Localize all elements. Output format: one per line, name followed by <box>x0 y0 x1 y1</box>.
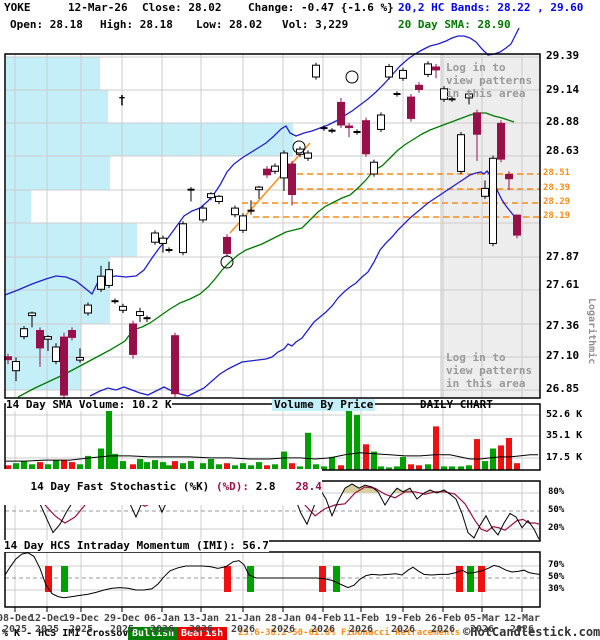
price-axis-label: 26.85 <box>546 382 580 395</box>
svg-text:†: † <box>118 93 125 107</box>
stochastic-panel-title: 14 Day Fast Stochastic (%K) (%D): 2.8 28… <box>4 469 322 506</box>
price-axis-label: 27.36 <box>546 319 580 332</box>
bullish-badge: Bullish <box>128 627 179 640</box>
date-axis-label: 28-Jan <box>264 613 302 624</box>
price-axis-label: 28.63 <box>546 144 580 157</box>
login-overlay-text[interactable]: view patterns <box>446 74 533 87</box>
login-overlay-text[interactable]: Log in to <box>446 61 506 74</box>
quote-date: 12-Mar-26 <box>68 1 128 14</box>
symbol-label: YOKE <box>4 1 31 14</box>
price-axis-label: 28.88 <box>546 115 580 128</box>
date-axis-year: 2025 <box>34 624 60 635</box>
stoch-d-value: 28.4 <box>295 480 322 494</box>
stoch-title-spacer <box>276 480 296 493</box>
volume-label: Vol: 3,229 <box>282 18 349 31</box>
login-overlay-text[interactable]: Log in to <box>446 351 506 364</box>
date-axis-label: 12-Dec <box>28 613 66 624</box>
date-axis-year: 2025 <box>68 624 94 635</box>
date-axis-label: 12-Mar <box>503 613 541 624</box>
volume-by-price-label: Volume By Price <box>272 398 376 412</box>
date-axis-year: 2025 <box>109 624 135 635</box>
open-label: Open: 28.18 <box>10 18 83 31</box>
hc-bands-label: 20,2 HC Bands: 28.22 , 29.60 <box>398 1 584 14</box>
date-axis-label: 19-Dec <box>62 613 100 624</box>
change-label: Change: -0.47 {-1.6 %} <box>248 1 394 14</box>
price-axis-label: 29.14 <box>546 83 580 96</box>
date-axis-year: 2026 <box>270 624 296 635</box>
fib-axis-label: 28.29 <box>543 197 571 207</box>
volume-axis-label: 17.5 K <box>546 452 583 463</box>
date-axis-label: 08-Dec <box>0 613 34 624</box>
date-axis-label: 19-Feb <box>384 613 422 624</box>
close-label: Close: 28.02 <box>142 1 222 14</box>
stoch-axis-label: 50% <box>548 505 565 515</box>
price-axis-label: 27.87 <box>546 250 580 263</box>
fibonacci-legend-label: 23.6-38.2-50-61.8% Fibonacci Retracement… <box>238 628 461 638</box>
fib-axis-label: 28.19 <box>543 211 571 221</box>
date-axis-year: 2026 <box>509 624 535 635</box>
copyright-link[interactable]: ©HotCandlestick.com <box>463 625 600 639</box>
crossover-legend-label: % K - HCS IMI Crossover, <box>2 628 147 639</box>
price-axis-label: 27.61 <box>546 278 580 291</box>
sma-label: 20 Day SMA: 28.90 <box>398 18 511 31</box>
volume-axis-label: 35.1 K <box>546 430 583 441</box>
fib-axis-label: 28.39 <box>543 183 571 193</box>
date-axis-year: 2026 <box>149 624 175 635</box>
imi-axis-label: 70% <box>548 560 565 570</box>
stoch-axis-label: 20% <box>548 523 565 533</box>
low-label: Low: 28.02 <box>196 18 263 31</box>
price-axis-label: 27.10 <box>546 349 580 362</box>
logarithmic-axis-caption: Logarithmic <box>586 298 597 365</box>
date-axis-year: 2025 <box>2 624 28 635</box>
volume-panel-title: 14 Day SMA Volume: 10.2 K <box>6 398 172 412</box>
date-axis-label: 26-Feb <box>424 613 462 624</box>
date-axis-label: 04-Feb <box>304 613 342 624</box>
stoch-title-part2: (%D): <box>215 480 256 494</box>
date-axis-year: 2026 <box>310 624 336 635</box>
date-axis-label: 13-Jan <box>182 613 220 624</box>
imi-axis-label: 50% <box>548 572 565 582</box>
date-axis-year: 2026 <box>348 624 374 635</box>
fib-axis-label: 28.51 <box>543 168 571 178</box>
date-axis-label: 29-Dec <box>103 613 141 624</box>
imi-panel-title: 14 Day HCS Intraday Momentum (IMI): 56.7 <box>4 539 269 553</box>
date-axis-label: 05-Mar <box>463 613 501 624</box>
login-overlay-text[interactable]: view patterns <box>446 364 533 377</box>
login-overlay-text[interactable]: in this area <box>446 87 526 100</box>
volume-axis-label: 52.6 K <box>546 409 583 420</box>
stoch-axis-label: 80% <box>548 487 565 497</box>
date-axis-label: 11-Feb <box>342 613 380 624</box>
date-axis-year: 2026 <box>430 624 456 635</box>
daily-chart-label: DAILY CHART <box>420 398 493 411</box>
date-axis-year: 2026 <box>230 624 256 635</box>
date-axis-label: 21-Jan <box>224 613 262 624</box>
bearish-badge: Bearish <box>177 627 228 640</box>
stoch-title-part1: 14 Day Fast Stochastic (%K) <box>30 480 216 494</box>
price-axis-label: 29.39 <box>546 49 580 62</box>
date-axis-year: 2026 <box>390 624 416 635</box>
login-overlay-text[interactable]: in this area <box>446 377 526 390</box>
date-axis-label: 06-Jan <box>143 613 181 624</box>
date-axis-year: 2026 <box>188 624 214 635</box>
date-axis-year: 2026 <box>469 624 495 635</box>
stoch-k-value: 2.8 <box>255 480 276 494</box>
imi-axis-label: 30% <box>548 584 565 594</box>
high-label: High: 28.18 <box>100 18 173 31</box>
